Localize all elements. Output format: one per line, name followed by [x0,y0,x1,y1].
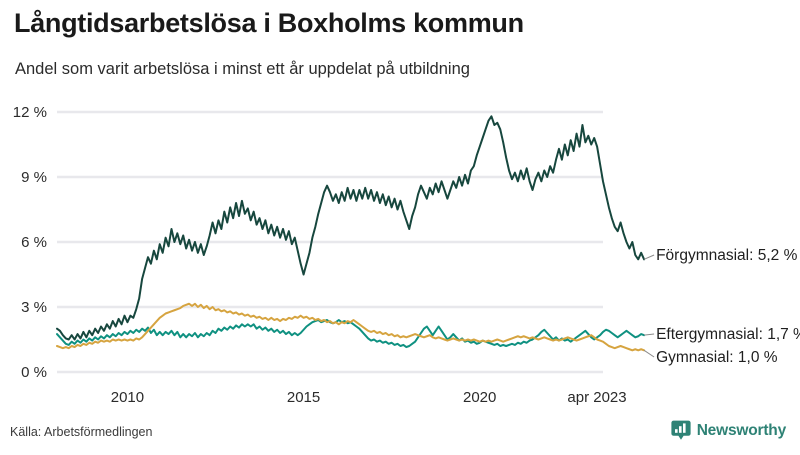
y-tick-label: 3 % [21,299,47,316]
series-end-label: Gymnasial: 1,0 % [656,349,778,366]
gridlines [57,110,603,374]
y-tick-label: 12 % [13,104,47,121]
series-end-label: Förgymnasial: 5,2 % [656,247,797,264]
chart-subtitle: Andel som varit arbetslösa i minst ett å… [15,60,470,78]
label-connector [643,254,655,260]
series-line [56,302,646,352]
x-axis-tick-labels: 2010 2015 2020 apr 2023 [111,389,627,406]
brand-name: Newsworthy [696,421,787,439]
series-end-labels: Förgymnasial: 5,2 % Eftergymnasial: 1,7 %… [643,247,800,366]
x-tick-label: 2015 [287,389,320,406]
y-tick-label: 6 % [21,234,47,251]
x-tick-label: apr 2023 [567,389,626,406]
y-axis-tick-labels: 0 % 3 % 6 % 9 % 12 % [13,104,47,381]
label-connector [644,333,655,336]
x-tick-label: 2010 [111,389,144,406]
series-line [56,115,646,341]
page-title: Långtidsarbetslösa i Boxholms kommun [14,8,524,38]
y-tick-label: 0 % [21,364,47,381]
series-end-label: Eftergymnasial: 1,7 % [656,326,800,343]
newsworthy-logo: Newsworthy [671,420,786,441]
source-note: Källa: Arbetsförmedlingen [10,425,153,439]
label-connector [643,349,655,358]
series-lines [56,115,646,352]
y-tick-label: 9 % [21,169,47,186]
bar-chart-pin-icon [671,420,691,440]
x-tick-label: 2020 [463,389,496,406]
